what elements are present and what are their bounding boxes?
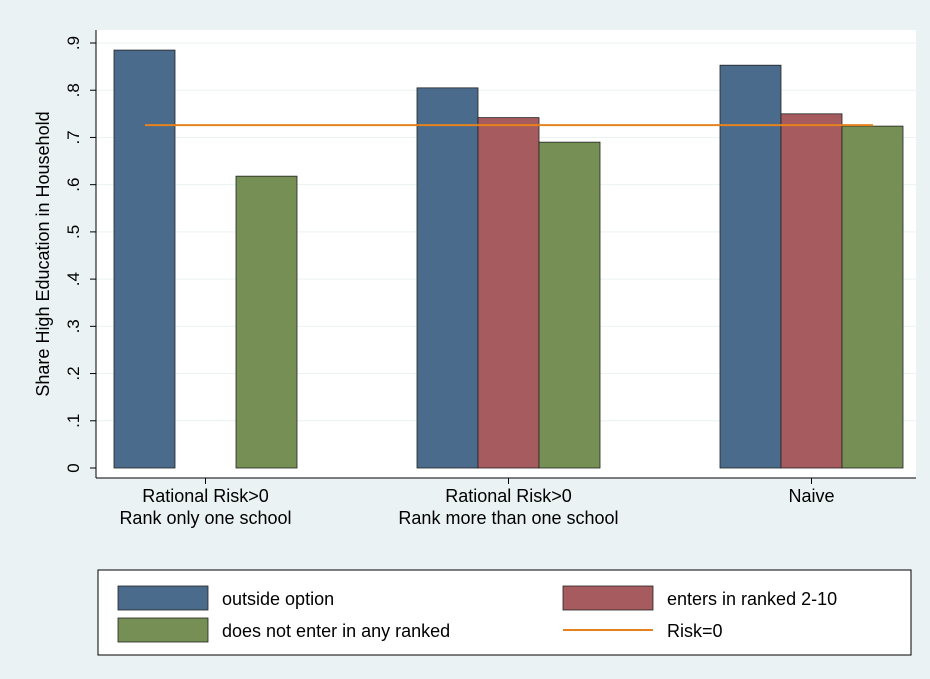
x-tick-label: Rank only one school: [119, 508, 291, 528]
y-tick-label: .6: [64, 178, 83, 192]
x-tick-label: Rank more than one school: [398, 508, 618, 528]
y-tick-label: .3: [64, 319, 83, 333]
y-tick-label: 0: [64, 463, 83, 472]
legend-label: Risk=0: [667, 621, 723, 641]
bar: [235, 175, 298, 469]
bar: [477, 117, 540, 469]
legend-swatch: [117, 585, 209, 611]
y-axis-label: Share High Education in Household: [33, 111, 53, 396]
bar: [841, 125, 904, 469]
y-tick-label: .7: [64, 130, 83, 144]
bar: [416, 87, 479, 469]
y-axis: 0 .1 .2 .3 .4 .5 .6 .7 .8 .9: [64, 30, 97, 478]
y-tick-label: .2: [64, 366, 83, 380]
bars-group: [113, 49, 904, 469]
bar: [719, 64, 782, 469]
legend-box: [97, 569, 912, 656]
y-tick-label: .5: [64, 225, 83, 239]
x-tick-label: Naive: [788, 486, 834, 506]
x-tick-label: Rational Risk>0: [142, 486, 269, 506]
legend-swatch: [117, 617, 209, 643]
x-tick-label: Rational Risk>0: [445, 486, 572, 506]
y-tick-label: .4: [64, 272, 83, 286]
y-tick-label: .8: [64, 83, 83, 97]
legend: outside option enters in ranked 2-10 does …: [117, 585, 837, 643]
legend-swatch: [562, 585, 654, 611]
legend-label: does not enter in any ranked: [222, 621, 450, 641]
bar: [538, 141, 601, 469]
y-tick-label: .1: [64, 414, 83, 428]
y-tick-label: .9: [64, 36, 83, 50]
legend-label: enters in ranked 2-10: [667, 589, 837, 609]
legend-label: outside option: [222, 589, 334, 609]
bar: [780, 113, 843, 469]
bar: [113, 49, 176, 469]
